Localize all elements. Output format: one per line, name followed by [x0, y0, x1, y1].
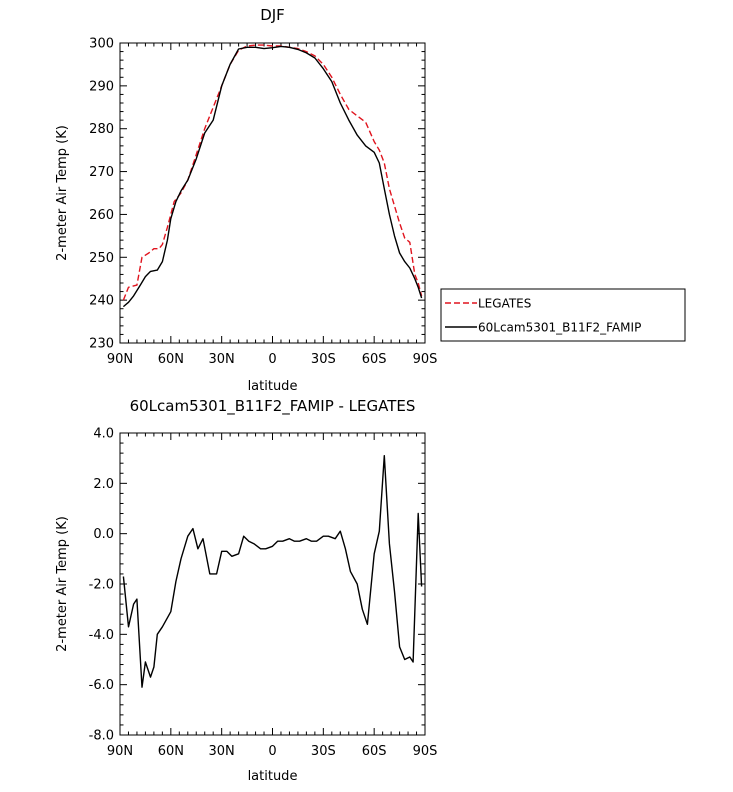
y-tick-label: 240 — [89, 294, 114, 309]
y-tick-label: -6.0 — [89, 678, 114, 693]
x-tick-label: 30N — [209, 744, 235, 759]
y-tick-label: 2.0 — [93, 477, 114, 492]
x-tick-label: 60S — [362, 352, 387, 367]
plot-frame — [119, 432, 426, 736]
x-tick-label: 30S — [311, 744, 336, 759]
y-tick-label: 4.0 — [93, 427, 114, 442]
x-tick-label: 90S — [413, 352, 438, 367]
y-tick-label: 280 — [89, 122, 114, 137]
chart-temperature-difference: 90N 60N 30N 0 30S 60S 90S -8.0 -6.0 -4.0 -2.0 0.0 2.… — [55, 397, 437, 784]
x-tick-label: 90N — [107, 744, 133, 759]
y-axis-label: 2-meter Air Temp (K) — [55, 516, 70, 652]
x-tick-label: 60N — [158, 744, 184, 759]
chart-djf-temperature: 90N 60N 30N 0 30S 60S 90S 230 240 250 260 270 280 290… — [55, 6, 686, 394]
y-tick-label: -2.0 — [89, 578, 114, 593]
x-tick-label: 30N — [209, 352, 235, 367]
x-tick-label: 90S — [413, 744, 438, 759]
series-line-0 — [122, 455, 423, 688]
x-tick-label: 30S — [311, 352, 336, 367]
y-tick-label: 260 — [89, 208, 114, 223]
y-tick-label: 230 — [89, 337, 114, 352]
legend-label-1: 60Lcam5301_B11F2_FAMIP — [478, 321, 641, 335]
y-tick-label: -4.0 — [89, 628, 114, 643]
chart-title: DJF — [260, 6, 285, 24]
chart-title: 60Lcam5301_B11F2_FAMIP - LEGATES — [130, 397, 416, 416]
x-tick-label: 60S — [362, 744, 387, 759]
x-axis-label: latitude — [248, 379, 298, 394]
y-tick-label: -8.0 — [89, 729, 114, 744]
series-line-0 — [122, 44, 423, 301]
y-tick-label: 290 — [89, 79, 114, 94]
y-tick-label: 270 — [89, 165, 114, 180]
legend-label-0: LEGATES — [478, 297, 531, 311]
x-tick-label: 60N — [158, 352, 184, 367]
y-tick-label: 0.0 — [93, 527, 114, 542]
x-tick-label: 90N — [107, 352, 133, 367]
series-line-1 — [122, 45, 423, 308]
y-tick-label: 250 — [89, 251, 114, 266]
y-axis-label: 2-meter Air Temp (K) — [55, 125, 70, 261]
plot-frame — [119, 42, 426, 344]
y-tick-label: 300 — [89, 37, 114, 52]
x-tick-label: 0 — [268, 352, 276, 367]
legend-box — [440, 288, 686, 342]
x-tick-label: 0 — [268, 744, 276, 759]
x-axis-label: latitude — [248, 769, 298, 784]
